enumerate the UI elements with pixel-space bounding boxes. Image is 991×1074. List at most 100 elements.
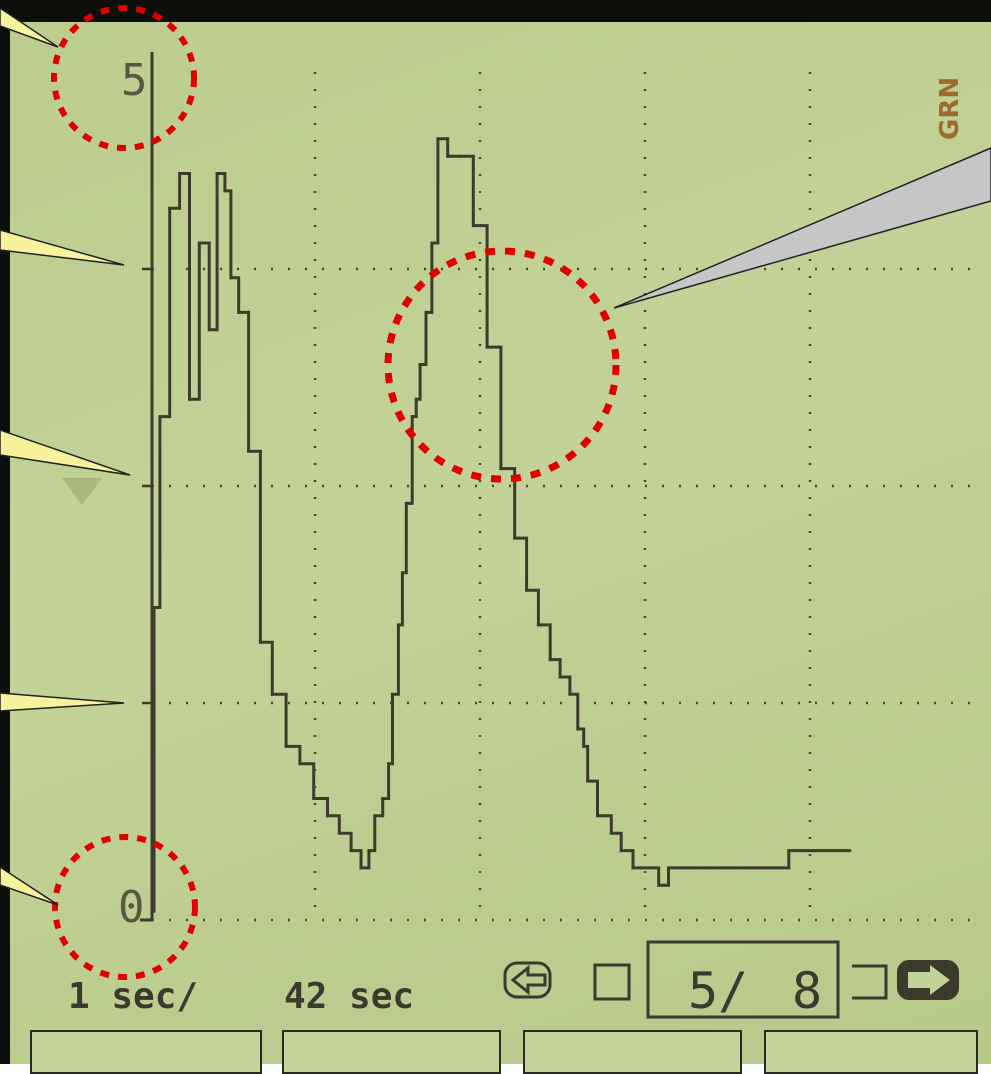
chart-grid [142, 72, 980, 922]
trace-sample-point [771, 866, 775, 870]
trace-sample-point [197, 241, 201, 245]
trace-sample-point [270, 692, 274, 696]
trace-sample-point [150, 909, 154, 913]
trace-sample-point [229, 276, 233, 280]
trace-sample-point [168, 206, 172, 210]
trace-sample-point [615, 831, 619, 835]
trace-sample-point [592, 779, 596, 783]
softkey-1[interactable] [30, 1030, 262, 1074]
y-tick-label-bottom: 0 [118, 882, 145, 933]
trace-sample-point [779, 866, 783, 870]
trace-sample-point [188, 397, 191, 401]
lcd-screen [10, 22, 991, 1064]
trace-sample-point [207, 328, 211, 332]
trace-sample-point [631, 866, 635, 870]
page-right-arrow-icon[interactable] [897, 960, 959, 1000]
callout-pointer-peak [613, 147, 991, 309]
trace-sample-point [387, 762, 391, 766]
trace-sample-point [404, 501, 408, 505]
trace-sample-point [436, 137, 440, 141]
trace-sample-point [639, 866, 643, 870]
callout-pointer-lower-grid [0, 692, 125, 712]
trace-sample-point [458, 154, 461, 158]
trace-sample-point [298, 762, 302, 766]
trace-sample-point [396, 623, 400, 627]
trace-sample-point [349, 849, 353, 853]
y-tick-label-top: 5 [121, 55, 148, 106]
page-left-arrow-icon[interactable] [503, 961, 552, 999]
trigger-marker-icon [62, 478, 102, 505]
trace-sample-point [430, 241, 434, 245]
trace-sample-point [568, 692, 572, 696]
trace-sample-point [763, 866, 767, 870]
trace-sample-point [414, 397, 418, 401]
highlight-circle-scale-top [51, 5, 197, 151]
trace-sample-point [215, 172, 219, 175]
trace-sample-point [609, 831, 613, 835]
trace-sample-point [237, 310, 241, 314]
trace-sample-point [158, 415, 162, 419]
signal-trace-group [150, 137, 852, 913]
trace-sample-point [787, 849, 791, 853]
trace-sample-point [826, 849, 830, 853]
chart-axes [140, 52, 154, 922]
trace-sample-point [706, 866, 710, 870]
trace-sample-point [410, 415, 414, 419]
trace-sample-point [576, 727, 580, 731]
y-tick-top: 5 [121, 55, 148, 106]
trace-sample-point [400, 571, 404, 575]
sweep-total: 42 sec [284, 976, 414, 1017]
trace-sample-point [513, 536, 517, 540]
callout-pointer-center [0, 429, 131, 476]
trace-sample-point [359, 866, 363, 870]
trace-sample-point [810, 849, 814, 853]
trace-sample-point [373, 814, 377, 818]
highlight-circles [51, 5, 620, 980]
trace-sample-point [647, 866, 651, 870]
trace-sample-point [842, 849, 846, 853]
trace-sample-point [602, 814, 605, 818]
channel-label-group: GRN [935, 77, 965, 140]
trace-sample-point [619, 849, 623, 853]
highlight-circle-scale-bottom [52, 834, 198, 980]
bottom-status-bar: 1 sec/ 42 sec 5/ 8 [68, 940, 959, 1020]
trace-sample-point [743, 866, 747, 870]
trace-sample-point [284, 744, 288, 748]
callout-pointer-upper-grid [0, 229, 125, 266]
page-current: 5/ [688, 962, 748, 1020]
softkey-3[interactable] [523, 1030, 742, 1074]
trace-sample-point [499, 467, 503, 471]
trace-sample-point [223, 189, 227, 193]
sweep-per-division: 1 sec/ [68, 976, 198, 1017]
trace-sample-point [391, 692, 394, 696]
trace-sample-point [446, 154, 450, 158]
trace-sample-point [558, 675, 562, 679]
callout-pointer-bottom [0, 866, 59, 906]
page-indicator-box [646, 940, 840, 1019]
trace-sample-point [582, 744, 586, 748]
trace-sample-point [732, 866, 736, 870]
channel-label: GRN [935, 77, 965, 140]
trace-sample-point [818, 849, 822, 853]
trace-sample-point [381, 797, 385, 800]
trace-sample-point [418, 363, 422, 366]
trace-sample-point [605, 814, 609, 818]
trace-sample-point [485, 345, 489, 349]
y-tick-bottom: 0 [118, 882, 145, 933]
trace-sample-point [536, 623, 540, 627]
callout-pointer-top [0, 7, 59, 48]
trace-sample-point [753, 866, 757, 870]
trace-sample-point [678, 866, 682, 870]
softkey-2[interactable] [282, 1030, 501, 1074]
trace-sample-point [657, 883, 661, 887]
trace-sample-point [586, 779, 590, 783]
trace-sample-point [258, 640, 262, 644]
trace-sample-point [525, 588, 529, 592]
trace-sample-point [848, 849, 852, 853]
trace-sample-point [178, 172, 182, 175]
softkey-4[interactable] [764, 1030, 978, 1074]
trace-sample-point [337, 831, 341, 835]
trace-sample-point [667, 866, 670, 870]
highlight-circle-peak [384, 247, 620, 483]
